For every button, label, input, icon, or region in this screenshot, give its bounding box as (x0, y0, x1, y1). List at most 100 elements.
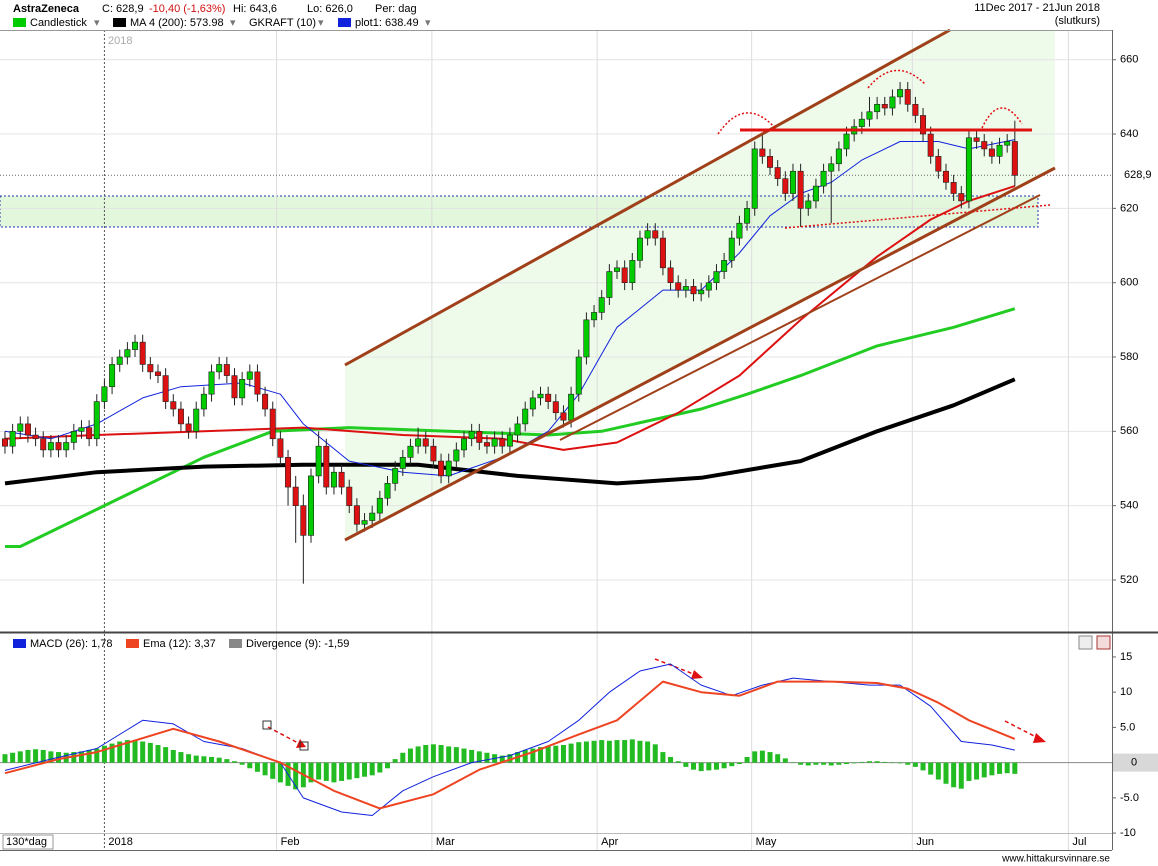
legend-label[interactable]: Divergence (9): -1,59 (246, 638, 349, 650)
legend-label[interactable]: GKRAFT (10) (249, 17, 316, 29)
candle-body (575, 356, 582, 395)
histogram-bar (101, 745, 107, 763)
candle-body (698, 289, 705, 295)
y-tick-label: 640 (1120, 128, 1138, 140)
high: Hi: 643,6 (233, 3, 277, 15)
header: AstraZeneca C: 628,9 -10,40 (-1,63%) Hi:… (13, 2, 1100, 47)
dropdown[interactable]: ▾ (230, 17, 236, 29)
last-price-label: 628,9 (1124, 169, 1152, 181)
histogram-bar (629, 739, 635, 763)
histogram-bar (874, 761, 880, 763)
x-tick-label: 2018 (108, 836, 132, 848)
y-tick-label: 15 (1120, 651, 1132, 663)
dropdown[interactable]: ▾ (318, 17, 324, 29)
histogram-bar (759, 750, 765, 763)
histogram-bar (637, 740, 643, 763)
histogram-bar (170, 749, 176, 763)
x-tick-label: Jul (1072, 836, 1086, 848)
legend-swatch (338, 18, 351, 27)
histogram-bar (231, 761, 237, 763)
arrow-head (296, 739, 306, 748)
legend-label[interactable]: Candlestick (30, 17, 87, 29)
candle-body (560, 412, 567, 421)
histogram-bar (882, 761, 888, 763)
candle-body (369, 512, 376, 521)
trend-line (344, 28, 951, 367)
candle-body (392, 468, 399, 484)
legend-label[interactable]: plot1: 638.49 (355, 17, 419, 29)
candle-body (629, 260, 636, 283)
macd-layer (0, 663, 1112, 816)
histogram-bar (928, 762, 934, 775)
histogram-bar (591, 740, 597, 763)
histogram-bar (277, 762, 283, 783)
zoom-button[interactable] (1078, 635, 1093, 650)
candle-body (904, 89, 911, 105)
histogram-bar (155, 745, 161, 763)
histogram-bar (86, 749, 92, 763)
pattern-arc (981, 107, 1023, 129)
close-button[interactable] (1096, 635, 1111, 650)
histogram-bar (354, 762, 360, 779)
candle-body (881, 104, 888, 109)
dropdown[interactable]: ▾ (425, 17, 431, 29)
histogram-bar (782, 758, 788, 763)
candle-body (361, 520, 368, 525)
candle-body (675, 282, 682, 291)
candle-body (200, 393, 207, 410)
candle-body (759, 148, 766, 157)
histogram-bar (132, 740, 138, 763)
candle-body (812, 185, 819, 202)
histogram-bar (652, 744, 658, 763)
y-tick-label: 620 (1120, 202, 1138, 214)
legend-label[interactable]: MA 4 (200): 573.98 (130, 17, 224, 29)
candle-body (644, 230, 651, 239)
candle-body (744, 208, 751, 224)
candle-body (491, 438, 498, 447)
legend-label[interactable]: MACD (26): 1,78 (30, 638, 113, 650)
y-tick-label: -5.0 (1120, 792, 1139, 804)
candle-body (537, 393, 544, 399)
candle-body (514, 423, 521, 436)
histogram-bar (262, 762, 268, 776)
candle-body (422, 438, 429, 447)
histogram-bar (752, 751, 758, 763)
dotted-trend (784, 204, 1051, 229)
candle-body (682, 286, 689, 291)
candle-body (598, 297, 605, 313)
pattern-arc (717, 112, 776, 135)
candle-body (399, 457, 406, 469)
candle-body (315, 445, 322, 477)
candle-body (78, 427, 85, 432)
histogram-bar (974, 762, 980, 780)
histogram-bar (614, 740, 620, 763)
candle-body (17, 423, 24, 432)
candle-body (920, 115, 927, 135)
candle-body (162, 375, 169, 402)
legend-label[interactable]: Ema (12): 3,37 (143, 638, 216, 650)
histogram-bar (117, 741, 123, 763)
dropdown[interactable]: ▾ (94, 17, 100, 29)
candle-body (728, 237, 735, 261)
histogram-bar (384, 762, 390, 769)
candle-body (170, 401, 177, 410)
candle-body (154, 371, 161, 376)
candle-body (63, 442, 70, 451)
candle-body (1, 438, 8, 447)
histogram-bar (905, 762, 911, 765)
candle-body (430, 445, 437, 462)
x-tick-label: Apr (601, 836, 618, 848)
histogram-bar (729, 762, 735, 767)
histogram-bar (828, 762, 834, 766)
histogram-bar (599, 740, 605, 763)
candle-body (858, 118, 865, 127)
candle-body (116, 356, 123, 365)
y-tick-label: 660 (1120, 54, 1138, 66)
candle-body (545, 393, 552, 402)
histogram-bar (958, 762, 964, 789)
stock-name: AstraZeneca (13, 3, 80, 15)
candle-body (981, 141, 988, 150)
histogram-bar (331, 762, 337, 783)
candle-body (835, 148, 842, 165)
period-label: 130*dag (6, 836, 47, 848)
